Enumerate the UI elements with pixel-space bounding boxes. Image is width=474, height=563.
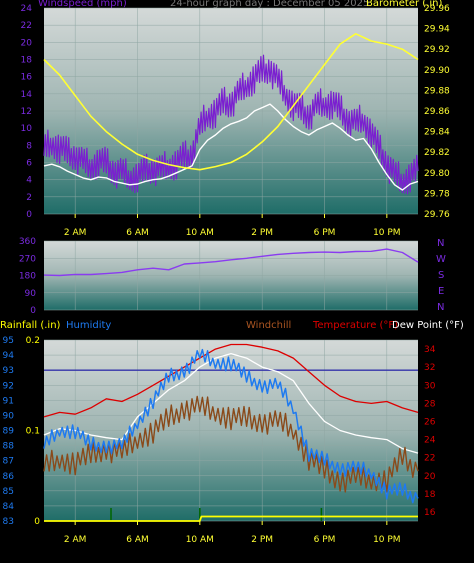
- wind-left-tick-0: 0: [26, 210, 32, 220]
- temp-right-tick-7: 30: [424, 381, 436, 391]
- baro-right-tick-6: 29.88: [424, 86, 450, 96]
- dewpoint-title: Dew Point (°F): [392, 320, 464, 331]
- wind-left-tick-1: 2: [26, 193, 32, 203]
- direction-left-tick-2: 180: [19, 272, 36, 282]
- compass-n1: N: [437, 238, 445, 249]
- graph-title: 24-hour graph day : December 05 2025: [170, 0, 370, 9]
- temp-right-tick-0: 16: [424, 508, 436, 518]
- wind-average-line: [43, 103, 419, 191]
- humidity-left-tick-2: 85: [3, 487, 14, 497]
- wind-left-tick-11: 22: [21, 21, 32, 31]
- baro-right-tick-2: 29.80: [424, 169, 450, 179]
- wind-xtick-4: 6 PM: [314, 228, 336, 238]
- humidity-left-tick-3: 86: [3, 472, 15, 482]
- temp-right-tick-2: 20: [424, 472, 436, 482]
- wind-left-tick-6: 12: [21, 107, 32, 117]
- compass-n2: N: [437, 302, 445, 313]
- wind-xtick-5: 10 PM: [373, 228, 401, 238]
- humidity-left-tick-11: 94: [3, 351, 15, 361]
- wind-left-tick-4: 8: [26, 141, 32, 151]
- compass-w: W: [436, 254, 446, 265]
- baro-right-tick-1: 29.78: [424, 189, 450, 199]
- temp-right-tick-4: 24: [424, 436, 436, 446]
- windspeed-title: Windspeed (mph): [38, 0, 127, 9]
- windchill-title: Windchill: [246, 320, 292, 331]
- humidity-line: [43, 348, 419, 504]
- direction-left-tick-3: 90: [25, 289, 37, 299]
- wind-direction-line: [43, 248, 419, 277]
- baro-right-tick-5: 29.86: [424, 107, 450, 117]
- wind-left-tick-3: 6: [26, 159, 32, 169]
- wind-left-tick-5: 10: [21, 124, 33, 134]
- wind-left-tick-8: 16: [21, 73, 33, 83]
- humidity-left-tick-6: 89: [3, 427, 15, 437]
- windspeed-line: [43, 54, 419, 195]
- humidity-left-tick-0: 83: [3, 517, 14, 527]
- temp-right-tick-1: 18: [424, 490, 436, 500]
- temp-xtick-2: 10 AM: [186, 535, 214, 545]
- baro-right-tick-4: 29.84: [424, 128, 450, 138]
- wind-left-tick-10: 20: [21, 38, 33, 48]
- wind-xtick-1: 6 AM: [126, 228, 149, 238]
- compass-s: S: [438, 270, 445, 281]
- baro-right-tick-3: 29.82: [424, 148, 450, 158]
- direction-left-tick-1: 270: [19, 254, 36, 264]
- baro-right-tick-0: 29.76: [424, 210, 450, 220]
- barometer-title: Barometer (.in): [366, 0, 443, 9]
- wind-left-tick-2: 4: [26, 176, 32, 186]
- temp-right-tick-5: 26: [424, 417, 436, 427]
- temp-right-tick-3: 22: [424, 454, 435, 464]
- temp-xtick-3: 2 PM: [251, 535, 273, 545]
- temp-xtick-4: 6 PM: [314, 535, 336, 545]
- temp-right-tick-9: 34: [424, 345, 436, 355]
- baro-right-tick-9: 29.94: [424, 25, 450, 35]
- humidity-left-tick-8: 91: [3, 396, 14, 406]
- humidity-left-tick-4: 87: [3, 457, 14, 467]
- wind-xtick-2: 10 AM: [186, 228, 214, 238]
- humidity-left-tick-10: 93: [3, 366, 14, 376]
- direction-left-tick-4: 0: [30, 306, 36, 316]
- temperature-line: [43, 343, 419, 418]
- wind-left-tick-12: 24: [21, 4, 33, 14]
- temp-xtick-0: 2 AM: [64, 535, 87, 545]
- baro-right-tick-10: 29.96: [424, 4, 450, 14]
- rainfall-title: Rainfall (.in): [0, 320, 61, 331]
- direction-left-tick-0: 360: [19, 237, 36, 247]
- rain-line: [44, 515, 418, 522]
- rain-left-tick-0: 0: [34, 517, 40, 527]
- temp-right-tick-8: 32: [424, 363, 435, 373]
- baro-right-tick-7: 29.90: [424, 66, 450, 76]
- compass-e: E: [438, 286, 445, 297]
- temperature-title: Temperature (°F): [313, 320, 399, 331]
- rain-left-tick-1: 0.1: [26, 427, 40, 437]
- wind-left-tick-9: 18: [21, 56, 33, 66]
- humidity-left-tick-1: 84: [3, 502, 15, 512]
- humidity-title: Humidity: [66, 320, 112, 331]
- humidity-left-tick-12: 95: [3, 336, 14, 346]
- wind-xtick-0: 2 AM: [64, 228, 87, 238]
- temp-xtick-5: 10 PM: [373, 535, 401, 545]
- wind-left-tick-7: 14: [21, 90, 33, 100]
- wind-xtick-3: 2 PM: [251, 228, 273, 238]
- temp-xtick-1: 6 AM: [126, 535, 149, 545]
- humidity-left-tick-5: 88: [3, 442, 15, 452]
- rain-left-tick-2: 0.2: [26, 336, 40, 346]
- humidity-left-tick-9: 92: [3, 381, 14, 391]
- barometer-line: [43, 33, 419, 171]
- windchill-line: [43, 352, 419, 454]
- dewpoint-line: [43, 395, 419, 493]
- humidity-left-tick-7: 90: [3, 411, 15, 421]
- temp-right-tick-6: 28: [424, 399, 436, 409]
- baro-right-tick-8: 29.92: [424, 45, 450, 55]
